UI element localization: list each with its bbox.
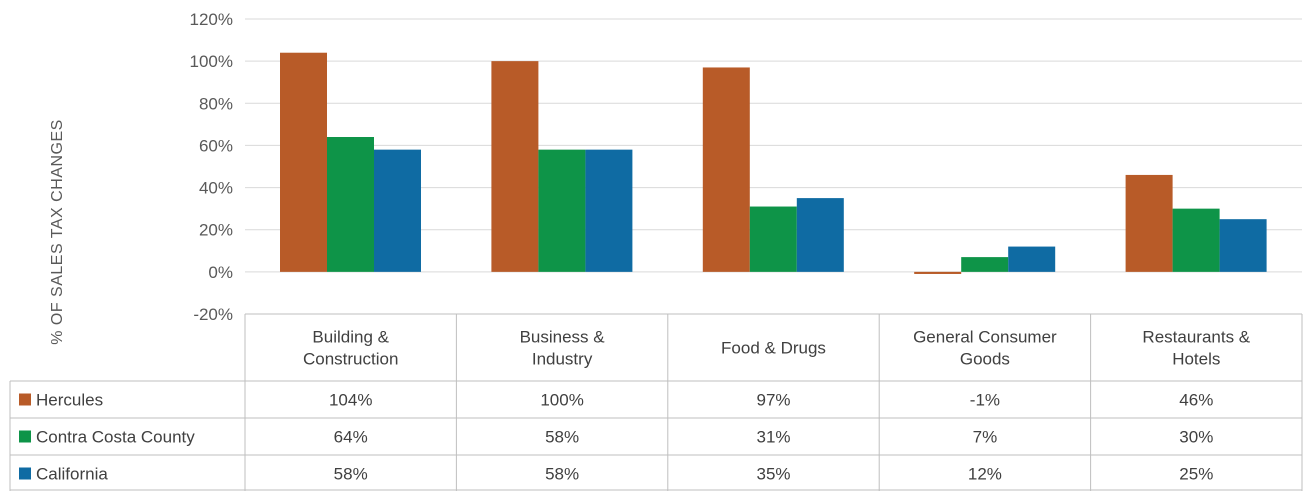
- data-label: -1%: [970, 391, 1000, 410]
- bar: [1125, 174, 1173, 272]
- data-label: 64%: [334, 428, 368, 447]
- y-tick-label: 120%: [190, 10, 233, 29]
- bar: [491, 61, 539, 272]
- series-name: Contra Costa County: [36, 428, 195, 447]
- data-label: 7%: [973, 428, 998, 447]
- category-label: General Consumer: [913, 328, 1057, 347]
- y-tick-label: 40%: [199, 179, 233, 198]
- data-label: 58%: [545, 428, 579, 447]
- data-label: 97%: [756, 391, 790, 410]
- bar: [538, 149, 586, 272]
- category-label: Food & Drugs: [721, 339, 826, 358]
- data-label: 30%: [1179, 428, 1213, 447]
- category-label: Industry: [532, 350, 593, 369]
- bar: [280, 52, 327, 272]
- y-tick-label: 0%: [208, 263, 233, 282]
- category-label: Business &: [520, 328, 606, 347]
- data-label: 104%: [329, 391, 372, 410]
- category-label: Construction: [303, 350, 398, 369]
- y-tick-label: 20%: [199, 221, 233, 240]
- bar: [914, 271, 962, 274]
- y-tick-label: 80%: [199, 94, 233, 113]
- data-label: 25%: [1179, 465, 1213, 484]
- category-label: Restaurants &: [1142, 328, 1250, 347]
- data-label: 35%: [756, 465, 790, 484]
- data-label: 46%: [1179, 391, 1213, 410]
- bar: [1008, 246, 1056, 272]
- data-label: 100%: [540, 391, 583, 410]
- bar: [327, 137, 374, 272]
- bar: [796, 198, 844, 272]
- bar: [961, 257, 1009, 272]
- data-label: 58%: [334, 465, 368, 484]
- bar: [585, 149, 633, 272]
- y-tick-label: 60%: [199, 136, 233, 155]
- bar: [1172, 208, 1220, 272]
- data-label: 31%: [756, 428, 790, 447]
- y-axis-label: % OF SALES TAX CHANGES: [49, 119, 66, 345]
- bar: [749, 206, 797, 272]
- legend-key: [19, 393, 31, 406]
- series-name: Hercules: [36, 391, 103, 410]
- data-label: 58%: [545, 465, 579, 484]
- category-label: Goods: [960, 350, 1010, 369]
- bar: [702, 67, 750, 272]
- legend-key: [19, 467, 31, 480]
- bar: [374, 149, 421, 272]
- legend-key: [19, 430, 31, 443]
- category-label: Building &: [312, 328, 389, 347]
- y-tick-label: -20%: [193, 305, 233, 324]
- y-tick-label: 100%: [190, 52, 233, 71]
- bar: [1219, 219, 1267, 272]
- data-label: 12%: [968, 465, 1002, 484]
- series-name: California: [36, 465, 108, 484]
- category-label: Hotels: [1172, 350, 1220, 369]
